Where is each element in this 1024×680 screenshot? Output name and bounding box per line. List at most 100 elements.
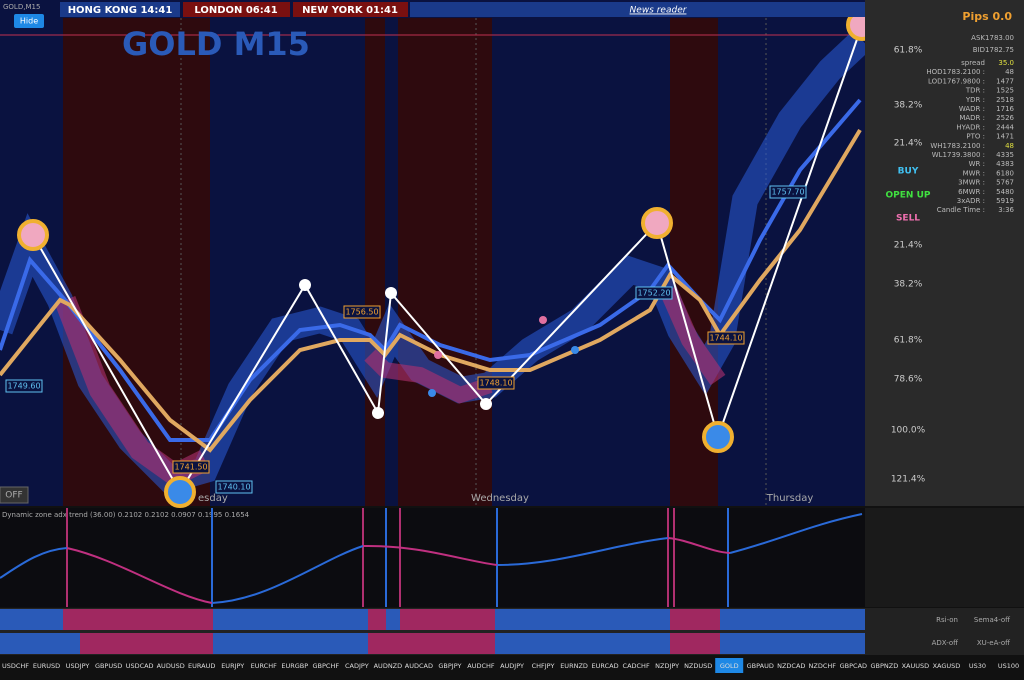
seg [0, 633, 80, 654]
symbol[interactable]: AUDCAD [405, 662, 433, 670]
toggle[interactable]: ADX-off [932, 639, 959, 647]
symbol[interactable]: EURGBP [281, 662, 308, 670]
info-value: 1471 [996, 133, 1014, 141]
fib-label: 38.2% [894, 280, 923, 290]
symbol[interactable]: GBPUSD [95, 662, 122, 670]
seg [495, 609, 670, 630]
symbol[interactable]: AUDNZD [374, 662, 403, 670]
symbol[interactable]: NZDCAD [777, 662, 805, 670]
symbol[interactable]: AUDCHF [467, 662, 495, 670]
fib-labels: 61.8% 38.2% 21.4% 21.4% 38.2% 61.8% 78.6% 100.0… [891, 46, 926, 485]
info-value: 35.0 [998, 59, 1014, 67]
info-label: LOD1767.9800 : [928, 77, 985, 85]
symbol[interactable]: NZDCHF [809, 662, 837, 670]
symbol[interactable]: CHFJPY [532, 662, 555, 670]
top-marker [17, 219, 49, 251]
info-value: 2444 [996, 123, 1014, 131]
symbol[interactable]: EURNZD [560, 662, 588, 670]
off-label[interactable]: OFF [5, 491, 22, 501]
info-label: Candle Time : [937, 206, 985, 214]
off-button[interactable] [0, 486, 29, 504]
symbol[interactable]: US100 [998, 662, 1019, 670]
symbol[interactable]: CADCHF [623, 662, 650, 670]
symbol[interactable]: EURCAD [592, 662, 619, 670]
symbol[interactable]: US30 [969, 662, 986, 670]
seg [670, 633, 720, 654]
fib-label: 21.4% [894, 139, 923, 149]
seg [63, 609, 213, 630]
info-label: YDR : [965, 96, 985, 104]
sell[interactable]: SELL [896, 214, 920, 224]
symbols: USDCHF EURUSD USDJPY GBPUSD USDCAD AUDUSD EURA… [2, 658, 1019, 673]
symbol[interactable]: GBPJPY [438, 662, 461, 670]
open-status: OPEN UP [886, 191, 931, 201]
symbol[interactable]: XAGUSD [933, 662, 961, 670]
news-reader[interactable]: News reader [630, 6, 688, 16]
pivot [372, 407, 384, 419]
symbol[interactable]: GBPCHF [313, 662, 340, 670]
symbol[interactable]: GBPAUD [747, 662, 774, 670]
active-symbol-bg[interactable] [715, 658, 744, 673]
symbol[interactable]: EURUSD [33, 662, 60, 670]
info-value: 48 [1005, 142, 1014, 150]
price-box [477, 376, 515, 390]
symbol[interactable]: XAUUSD [902, 662, 930, 670]
session-band [398, 18, 492, 506]
toggle[interactable]: Sema4-off [974, 616, 1010, 624]
symbol[interactable]: NZDUSD [684, 662, 712, 670]
seg [368, 633, 400, 654]
symbol[interactable]: GOLD [720, 662, 739, 670]
clock-box [183, 2, 290, 17]
seg [670, 609, 720, 630]
adx-line [0, 547, 68, 579]
symbol[interactable]: USDCHF [2, 662, 29, 670]
price-label: 1744.10 [709, 334, 742, 343]
symbol[interactable]: NZDJPY [655, 662, 679, 670]
info-value: 6180 [996, 169, 1014, 177]
info-label: spread [961, 59, 985, 67]
symbol[interactable]: CADJPY [345, 662, 369, 670]
seg [400, 609, 495, 630]
fib-label: 61.8% [894, 336, 923, 346]
symbol[interactable]: USDJPY [66, 662, 90, 670]
fib-label: 38.2% [894, 101, 923, 111]
info-label: TDR : [965, 87, 985, 95]
seg [400, 633, 495, 654]
price-box [707, 331, 745, 345]
symbol[interactable]: EURJPY [221, 662, 244, 670]
clock-box [60, 2, 180, 17]
hide-button[interactable] [14, 14, 44, 28]
toggle[interactable]: XU-eA-off [977, 639, 1010, 647]
adx-line [66, 547, 213, 604]
fib-label: 121.4% [891, 475, 926, 485]
clock-box [293, 2, 408, 17]
hide-label[interactable]: Hide [20, 17, 38, 26]
info-value: 1716 [996, 105, 1014, 113]
info-value: 1782.75 [985, 46, 1014, 54]
info-label: WH1783.2100 : [930, 142, 985, 150]
seg [368, 609, 386, 630]
symbol[interactable]: GBPNZD [870, 662, 898, 670]
info-value: 1783.00 [985, 34, 1014, 42]
pips: Pips 0.0 [962, 10, 1012, 23]
symbol[interactable]: EURCHF [251, 662, 277, 670]
chart-title: GOLD M15 [122, 25, 310, 63]
bear-cloud [364, 349, 493, 404]
buy[interactable]: BUY [898, 167, 919, 177]
symbol[interactable]: GBPCAD [840, 662, 867, 670]
bottom-marker [164, 476, 196, 508]
price-label: 1756.50 [345, 308, 378, 317]
day-label: Wednesday [471, 493, 529, 504]
dot [571, 346, 579, 354]
symbol[interactable]: AUDUSD [157, 662, 185, 670]
symbol[interactable]: AUDJPY [500, 662, 524, 670]
price-box [5, 379, 43, 393]
info-value: 5919 [996, 197, 1014, 205]
symbol[interactable]: USDCAD [126, 662, 154, 670]
pivots [17, 9, 878, 508]
toggle[interactable]: Rsi-on [936, 616, 958, 624]
symbol[interactable]: EURAUD [188, 662, 215, 670]
info-value: 4383 [996, 160, 1014, 168]
price-box [172, 460, 210, 474]
